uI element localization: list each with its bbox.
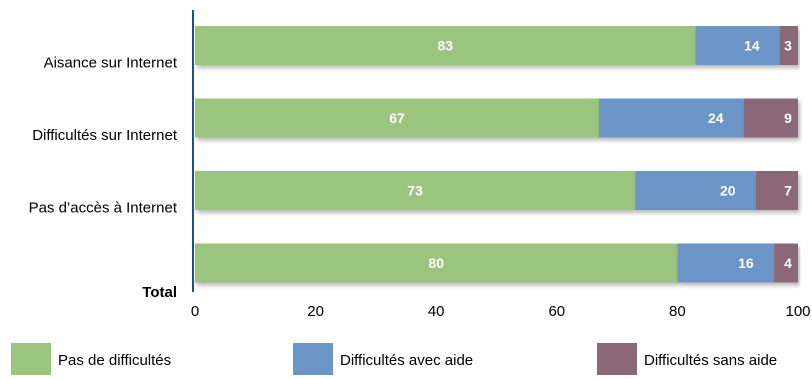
bar-total-difficultes-sans-aide — [773, 243, 798, 283]
bar-pas-d-acces-a-internet-difficultes-avec-aide — [635, 171, 756, 210]
legend-swatch-difficultes-sans-aide — [597, 343, 637, 375]
x-tick-label-40: 40 — [428, 303, 445, 320]
data-label-difficultes-sur-internet-difficultes-sans-aide: 9 — [784, 110, 792, 126]
bar-total-difficultes-avec-aide — [677, 243, 774, 283]
bar-difficultes-sur-internet-difficultes-sans-aide — [743, 98, 798, 138]
data-label-total-pas-de-difficultes: 80 — [428, 255, 444, 271]
bar-pas-d-acces-a-internet-pas-de-difficultes — [195, 171, 636, 210]
data-label-difficultes-sur-internet-difficultes-avec-aide: 24 — [708, 110, 724, 126]
bar-difficultes-sur-internet-difficultes-avec-aide — [599, 98, 744, 138]
bar-pas-d-acces-a-internet-difficultes-sans-aide — [755, 171, 798, 210]
legend-label-difficultes-sans-aide: Difficultés sans aide — [644, 352, 777, 369]
data-label-aisance-sur-internet-difficultes-avec-aide: 14 — [744, 38, 760, 54]
x-tick-labels-group: 0 20 40 60 80 100 — [191, 303, 811, 320]
legend-label-pas-de-difficultes: Pas de difficultés — [58, 352, 171, 369]
legend-swatch-pas-de-difficultes — [11, 343, 51, 375]
data-label-difficultes-sur-internet-pas-de-difficultes: 67 — [389, 110, 405, 126]
category-label-total: Total — [142, 284, 177, 301]
data-label-aisance-sur-internet-difficultes-sans-aide: 3 — [784, 38, 792, 54]
bar-aisance-sur-internet-difficultes-avec-aide — [695, 26, 780, 65]
data-labels-group: 83 14 3 67 24 9 73 20 7 80 16 4 — [389, 38, 792, 272]
bar-total-pas-de-difficultes — [195, 243, 678, 283]
bars-group — [195, 26, 798, 283]
data-label-pas-d-acces-a-internet-difficultes-avec-aide: 20 — [720, 183, 736, 199]
data-label-aisance-sur-internet-pas-de-difficultes: 83 — [437, 38, 453, 54]
category-label-aisance-sur-internet: Aisance sur Internet — [44, 55, 178, 72]
x-tick-label-80: 80 — [669, 303, 686, 320]
data-label-pas-d-acces-a-internet-difficultes-sans-aide: 7 — [784, 183, 792, 199]
data-label-total-difficultes-sans-aide: 4 — [784, 255, 792, 271]
category-labels-group: Aisance sur Internet Difficultés sur Inte… — [29, 55, 178, 302]
category-label-difficultes-sur-internet: Difficultés sur Internet — [32, 127, 178, 144]
bar-aisance-sur-internet-pas-de-difficultes — [195, 26, 696, 65]
data-label-pas-d-acces-a-internet-pas-de-difficultes: 73 — [407, 183, 423, 199]
category-label-pas-d-acces-a-internet: Pas d’accès à Internet — [29, 200, 178, 217]
x-tick-label-60: 60 — [548, 303, 565, 320]
bar-difficultes-sur-internet-pas-de-difficultes — [195, 98, 600, 138]
x-tick-label-100: 100 — [785, 303, 810, 320]
legend-swatch-difficultes-avec-aide — [293, 343, 333, 375]
legend-label-difficultes-avec-aide: Difficultés avec aide — [340, 352, 473, 369]
legend: Pas de difficultés Difficultés avec aide D… — [11, 343, 777, 375]
x-tick-label-20: 20 — [307, 303, 324, 320]
x-tick-label-0: 0 — [191, 303, 199, 320]
data-label-total-difficultes-avec-aide: 16 — [738, 255, 754, 271]
bar-aisance-sur-internet-difficultes-sans-aide — [779, 26, 798, 65]
